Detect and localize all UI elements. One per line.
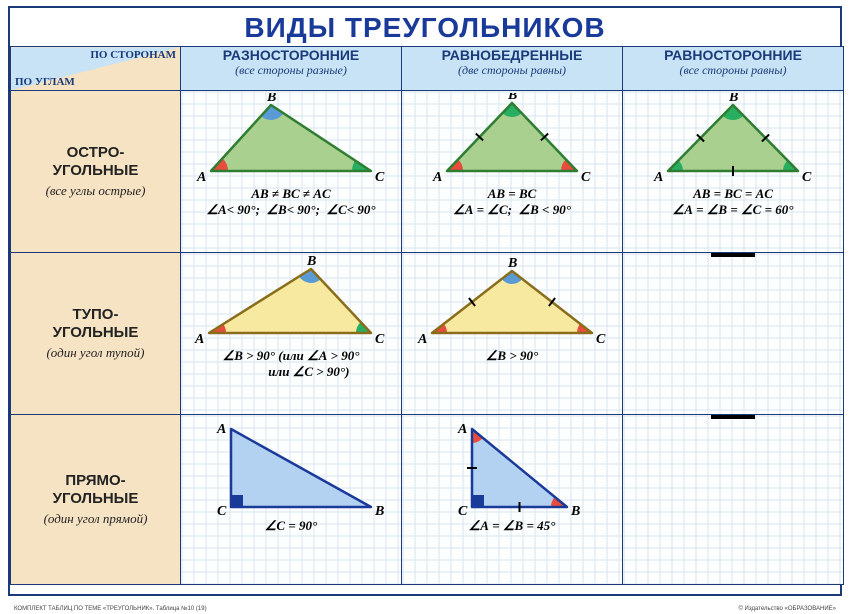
svg-text:C: C (581, 170, 591, 185)
row-header-1: ОСТРО-УГОЛЬНЫЕ (все углы острые) (11, 91, 181, 253)
svg-text:C: C (375, 332, 385, 347)
svg-text:B: B (507, 93, 517, 103)
row-header-3: ПРЯМО-УГОЛЬНЫЕ (один угол прямой) (11, 415, 181, 585)
cell-r2c2: A B C ∠B > 90° (402, 253, 623, 415)
cell-r3c2: A C B ∠A = ∠B = 45° (402, 415, 623, 585)
formula: ∠B > 90° (402, 347, 622, 367)
row-main: ОСТРО-УГОЛЬНЫЕ (11, 144, 180, 179)
cell-r1c2: A B C AB = BC∠A = ∠C; ∠B < 90° (402, 91, 623, 253)
corner-by-sides: ПО СТОРОНАМ (90, 49, 176, 61)
formula: AB ≠ BC ≠ AC∠A< 90°; ∠B< 90°; ∠C< 90° (181, 185, 401, 222)
cell-r2c3 (623, 253, 844, 415)
classification-table: ПО СТОРОНАМ ПО УГЛАМ РАЗНОСТОРОННИЕ (все… (10, 46, 844, 585)
svg-text:A: A (196, 170, 206, 185)
triangle-acute-scalene: A B C (191, 93, 391, 185)
footer: КОМПЛЕКТ ТАБЛИЦ ПО ТЕМЕ «ТРЕУГОЛЬНИК». Т… (8, 606, 842, 612)
corner-cell: ПО СТОРОНАМ ПО УГЛАМ (11, 47, 181, 91)
cell-r3c1: A C B ∠C = 90° (181, 415, 402, 585)
svg-text:A: A (432, 170, 442, 185)
formula: AB = BC∠A = ∠C; ∠B < 90° (402, 185, 622, 222)
svg-text:C: C (375, 170, 385, 185)
poster-title: ВИДЫ ТРЕУГОЛЬНИКОВ (10, 8, 840, 46)
cell-r3c3 (623, 415, 844, 585)
cell-r1c1: A B C AB ≠ BC ≠ AC∠A< 90°; ∠B< 90°; ∠C< 90… (181, 91, 402, 253)
svg-text:A: A (417, 332, 427, 347)
svg-text:B: B (570, 504, 580, 517)
dash-icon (711, 253, 755, 257)
svg-text:C: C (217, 504, 227, 517)
dash-icon (711, 415, 755, 419)
svg-text:B: B (306, 255, 316, 269)
svg-text:C: C (458, 504, 468, 517)
poster-frame: ВИДЫ ТРЕУГОЛЬНИКОВ ПО СТОРОНАМ ПО УГЛАМ … (8, 6, 842, 596)
triangle-acute-isosceles: A B C (417, 93, 607, 185)
triangle-right-isosceles: A C B (412, 417, 612, 517)
triangle-right-scalene: A C B (191, 417, 391, 517)
footer-right: © Издательство «ОБРАЗОВАНИЕ» (738, 606, 836, 612)
cell-r2c1: A B C ∠B > 90° (или ∠A > 90° или ∠C > 90°) (181, 253, 402, 415)
svg-text:A: A (653, 170, 663, 185)
formula: ∠A = ∠B = 45° (402, 517, 622, 537)
triangle-acute-equilateral: A B C (638, 93, 828, 185)
cell-r1c3: A B C AB = BC = AC∠A = ∠B = ∠C = 60° (623, 91, 844, 253)
svg-text:B: B (728, 93, 738, 105)
col-header-3: РАВНОСТОРОННИЕ (все стороны равны) (623, 47, 844, 91)
row-main: ПРЯМО-УГОЛЬНЫЕ (11, 472, 180, 507)
triangle-obtuse-scalene: A B C (191, 255, 391, 347)
row-header-2: ТУПО-УГОЛЬНЫЕ (один угол тупой) (11, 253, 181, 415)
footer-left: КОМПЛЕКТ ТАБЛИЦ ПО ТЕМЕ «ТРЕУГОЛЬНИК». Т… (14, 606, 207, 612)
svg-text:C: C (802, 170, 812, 185)
svg-text:B: B (266, 93, 276, 105)
svg-text:B: B (374, 504, 384, 517)
formula: ∠B > 90° (или ∠A > 90° или ∠C > 90°) (181, 347, 401, 384)
formula: AB = BC = AC∠A = ∠B = ∠C = 60° (623, 185, 843, 222)
corner-by-angles: ПО УГЛАМ (15, 76, 75, 88)
svg-text:A: A (457, 422, 467, 437)
svg-text:B: B (507, 256, 517, 271)
triangle-obtuse-isosceles: A B C (412, 255, 612, 347)
svg-text:A: A (216, 422, 226, 437)
row-main: ТУПО-УГОЛЬНЫЕ (11, 306, 180, 341)
svg-text:C: C (596, 332, 606, 347)
svg-text:A: A (194, 332, 204, 347)
col-header-2: РАВНОБЕДРЕННЫЕ (две стороны равны) (402, 47, 623, 91)
formula: ∠C = 90° (181, 517, 401, 537)
col-header-1: РАЗНОСТОРОННИЕ (все стороны разные) (181, 47, 402, 91)
